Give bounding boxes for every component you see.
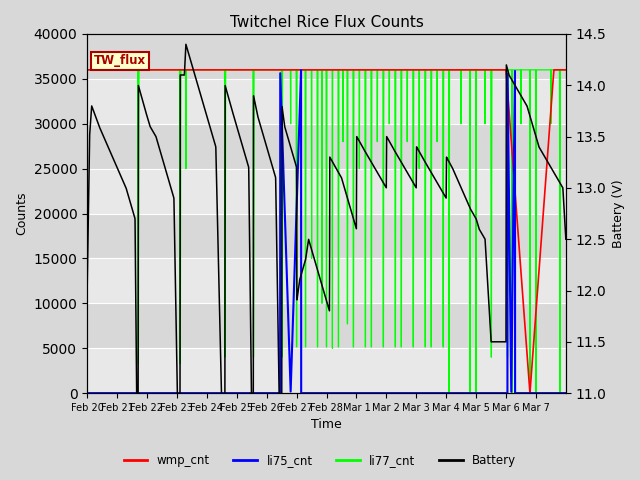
Y-axis label: Counts: Counts — [15, 192, 28, 235]
Bar — [87, 258, 566, 303]
X-axis label: Time: Time — [311, 419, 342, 432]
Bar — [87, 34, 566, 79]
Bar — [87, 348, 566, 393]
Legend: wmp_cnt, li75_cnt, li77_cnt, Battery: wmp_cnt, li75_cnt, li77_cnt, Battery — [119, 449, 521, 472]
Bar — [87, 214, 566, 258]
Y-axis label: Battery (V): Battery (V) — [612, 179, 625, 248]
Title: Twitchel Rice Flux Counts: Twitchel Rice Flux Counts — [230, 15, 424, 30]
Bar — [87, 124, 566, 168]
Bar — [87, 168, 566, 214]
Bar — [87, 303, 566, 348]
Text: TW_flux: TW_flux — [94, 54, 147, 68]
Bar — [87, 79, 566, 124]
